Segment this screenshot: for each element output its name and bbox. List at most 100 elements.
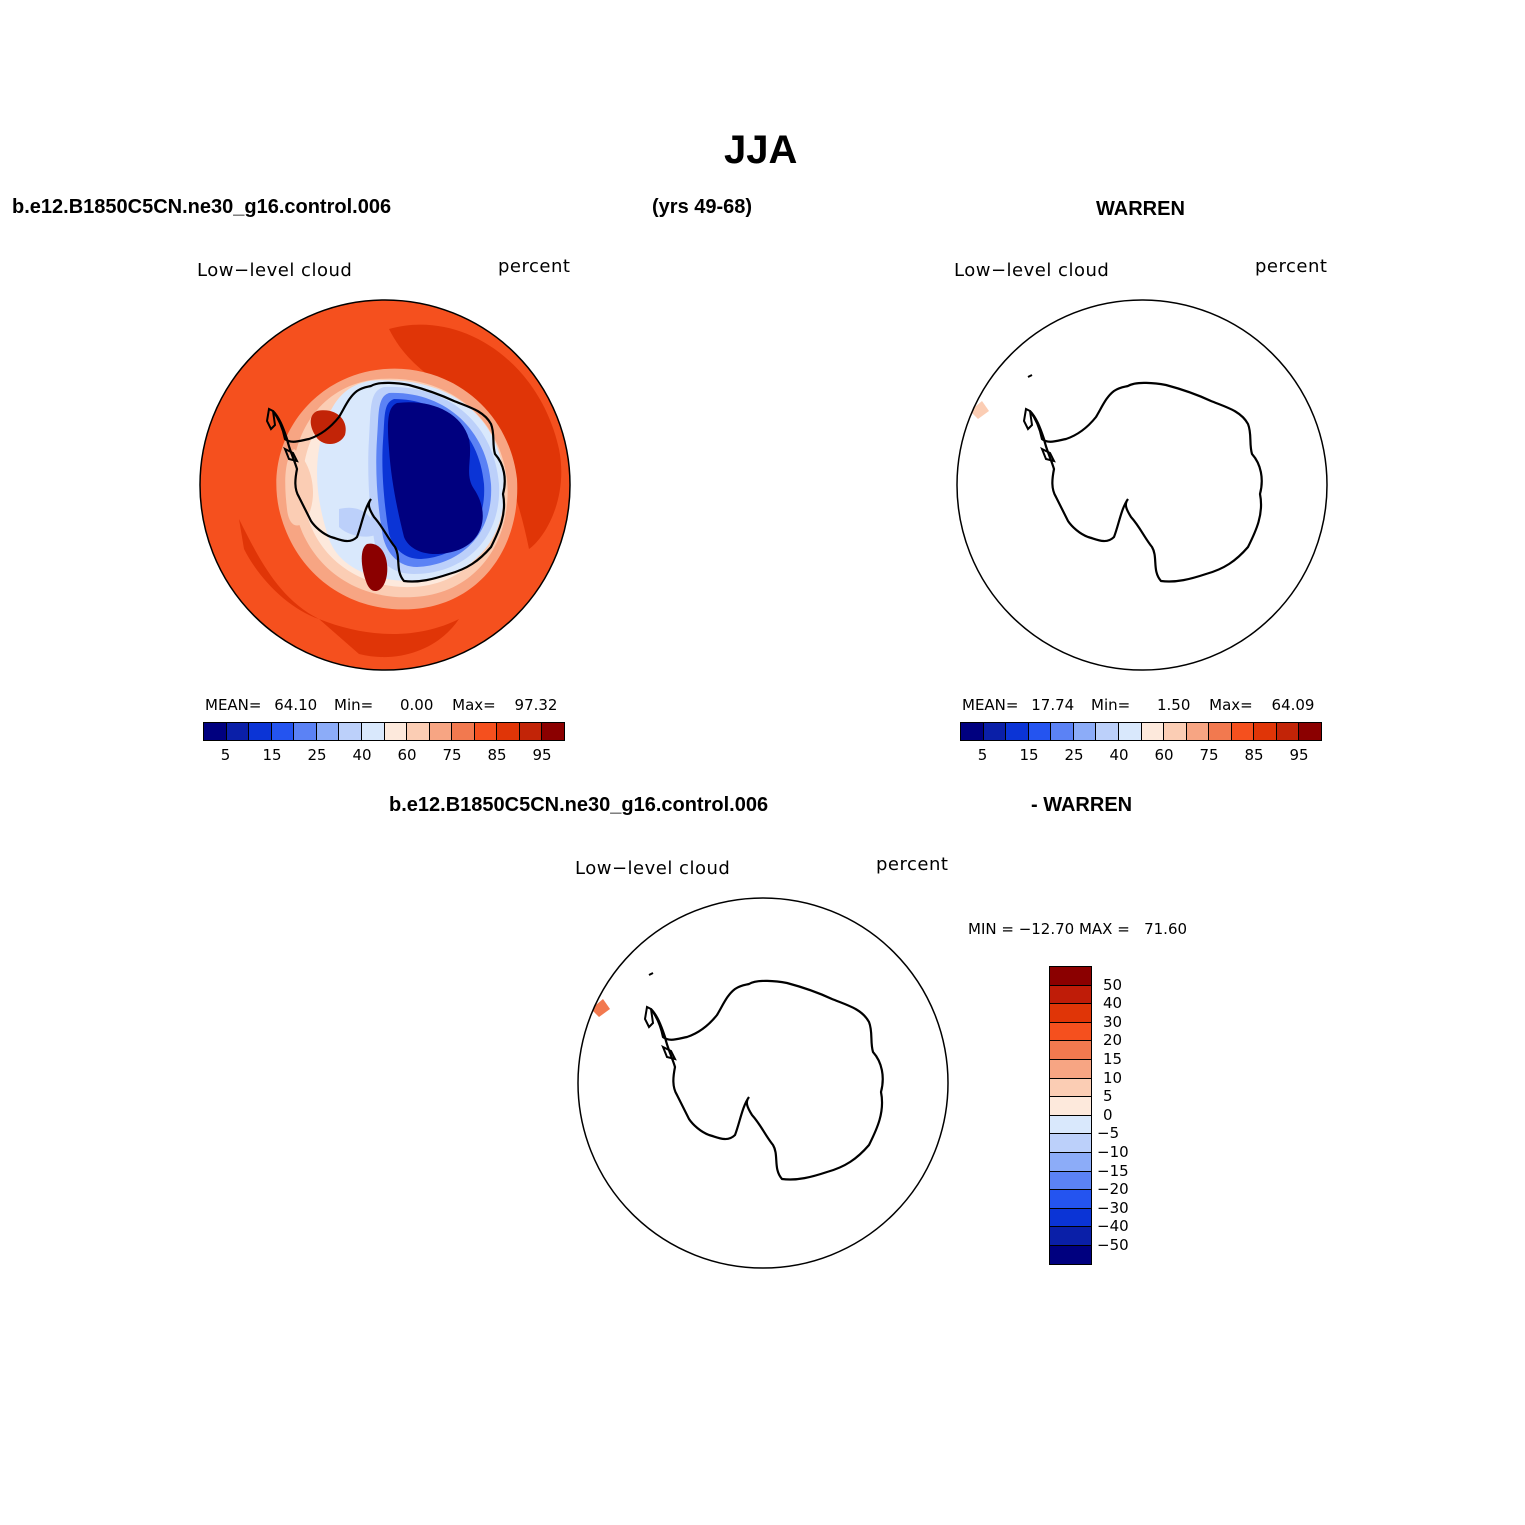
diff-minmax: MIN = −12.70 MAX = 71.60: [968, 920, 1188, 938]
colorbar-tick-label: 95: [532, 746, 552, 764]
colorbar-swatch: [1050, 1097, 1091, 1116]
model-min-value: 0.00: [399, 696, 434, 714]
field-base: [957, 300, 1327, 670]
model-max-label: Max=: [452, 696, 496, 714]
colorbar-swatch: [1051, 723, 1074, 740]
diff-variable-label: Low−level cloud: [575, 858, 731, 879]
colorbar-swatch: [1050, 1078, 1091, 1098]
model-stats: MEAN= 64.10 Min= 0.00 Max= 97.32: [205, 696, 557, 714]
model-variable-label: Low−level cloud: [197, 260, 353, 281]
colorbar-tick-label: 75: [1199, 746, 1219, 764]
colorbar-swatch: [1254, 723, 1277, 740]
diff-case-name: b.e12.B1850C5CN.ne30_g16.control.006: [389, 794, 769, 816]
obs-max-value: 64.09: [1271, 696, 1315, 714]
colorbar-swatch: [1050, 1245, 1091, 1264]
colorbar-swatch: [271, 723, 295, 740]
colorbar-swatch: [1050, 1171, 1091, 1191]
obs-min-label: Min=: [1091, 696, 1131, 714]
map-boundary: [199, 299, 571, 671]
colorbar-tick-label: −5: [1097, 1124, 1120, 1143]
obs-units-label: percent: [1255, 256, 1328, 277]
model-units-label: percent: [498, 256, 571, 277]
colorbar-swatch: [519, 723, 543, 740]
colorbar-swatch: [1050, 1190, 1091, 1209]
map-boundary: [956, 299, 1328, 671]
colorbar-tick-label: 60: [397, 746, 417, 764]
colorbar-swatch: [1050, 1004, 1091, 1023]
colorbar-swatch: [1050, 967, 1091, 986]
colorbar-tick-label: −15: [1097, 1161, 1129, 1180]
field-high-band-ne: [389, 324, 562, 549]
colorbar-swatch: [1141, 723, 1165, 740]
model-max-value: 97.32: [514, 696, 558, 714]
years-label: (yrs 49-68): [652, 196, 753, 218]
colorbar-swatch: [1050, 1022, 1091, 1042]
colorbar-tick-label: 0: [1103, 1105, 1113, 1124]
field-base: [578, 898, 948, 1268]
colorbar-swatch: [1231, 723, 1255, 740]
case-name: b.e12.B1850C5CN.ne30_g16.control.006: [12, 196, 392, 218]
field-high-spot-2: [361, 543, 388, 592]
model-colorbar-ticks: 5 15 25 40 60 75 85 95: [203, 746, 563, 766]
obs-stats: MEAN= 17.74 Min= 1.50 Max= 64.09: [962, 696, 1314, 714]
colorbar-swatch: [1050, 1227, 1091, 1246]
colorbar-swatch: [204, 723, 227, 740]
figure-title: JJA: [724, 128, 798, 172]
colorbar-swatch: [384, 723, 408, 740]
model-polar-map: [199, 299, 571, 671]
colorbar-swatch: [361, 723, 385, 740]
coastline: [1029, 381, 1263, 583]
colorbar-swatch: [1118, 723, 1142, 740]
colorbar-swatch: [983, 723, 1007, 740]
colorbar-tick-label: 75: [442, 746, 462, 764]
colorbar-swatch: [497, 723, 520, 740]
coastline: [272, 381, 506, 583]
colorbar-tick-label: 85: [487, 746, 507, 764]
colorbar-tick-label: −40: [1097, 1217, 1129, 1236]
colorbar-swatch: [1096, 723, 1119, 740]
obs-variable-label: Low−level cloud: [954, 260, 1110, 281]
colorbar-swatch: [542, 723, 564, 740]
colorbar-tick-label: 15: [262, 746, 282, 764]
field-high-band-s: [319, 619, 459, 658]
colorbar-tick-label: 60: [1154, 746, 1174, 764]
model-colorbar: [203, 722, 565, 741]
diff-colorbar: [1049, 966, 1092, 1265]
model-mean-label: MEAN=: [205, 696, 262, 714]
model-mean-value: 64.10: [274, 696, 318, 714]
colorbar-tick-label: −30: [1097, 1198, 1129, 1217]
coastline: [650, 979, 884, 1181]
colorbar-tick-label: 30: [1103, 1012, 1123, 1031]
map-boundary: [577, 897, 949, 1269]
colorbar-tick-label: 95: [1289, 746, 1309, 764]
colorbar-tick-label: 10: [1103, 1068, 1123, 1087]
colorbar-swatch: [1209, 723, 1232, 740]
colorbar-tick-label: 40: [1109, 746, 1129, 764]
field-darkest-blue: [387, 402, 483, 555]
colorbar-tick-label: 25: [307, 746, 327, 764]
colorbar-swatch: [1028, 723, 1052, 740]
obs-colorbar: [960, 722, 1322, 741]
colorbar-swatch: [474, 723, 498, 740]
diff-obs-name: - WARREN: [1031, 794, 1133, 816]
colorbar-swatch: [1186, 723, 1210, 740]
colorbar-tick-label: 5: [977, 746, 988, 764]
colorbar-swatch: [1050, 1134, 1091, 1153]
colorbar-swatch: [339, 723, 362, 740]
colorbar-swatch: [1050, 985, 1091, 1005]
colorbar-swatch: [452, 723, 475, 740]
colorbar-swatch: [1050, 1059, 1091, 1079]
coastline-detail-1: [643, 972, 677, 1061]
colorbar-tick-label: 40: [352, 746, 372, 764]
colorbar-swatch: [1050, 1152, 1091, 1172]
obs-max-label: Max=: [1209, 696, 1253, 714]
colorbar-tick-label: 50: [1103, 975, 1123, 994]
field-peninsula-blend: [285, 449, 314, 526]
colorbar-swatch: [1050, 1041, 1091, 1060]
obs-colorbar-ticks: 5 15 25 40 60 75 85 95: [960, 746, 1320, 766]
colorbar-swatch: [429, 723, 453, 740]
field-patch: [591, 999, 610, 1017]
colorbar-tick-label: 5: [1103, 1087, 1113, 1106]
obs-polar-map: [956, 299, 1328, 671]
colorbar-swatch: [1299, 723, 1321, 740]
